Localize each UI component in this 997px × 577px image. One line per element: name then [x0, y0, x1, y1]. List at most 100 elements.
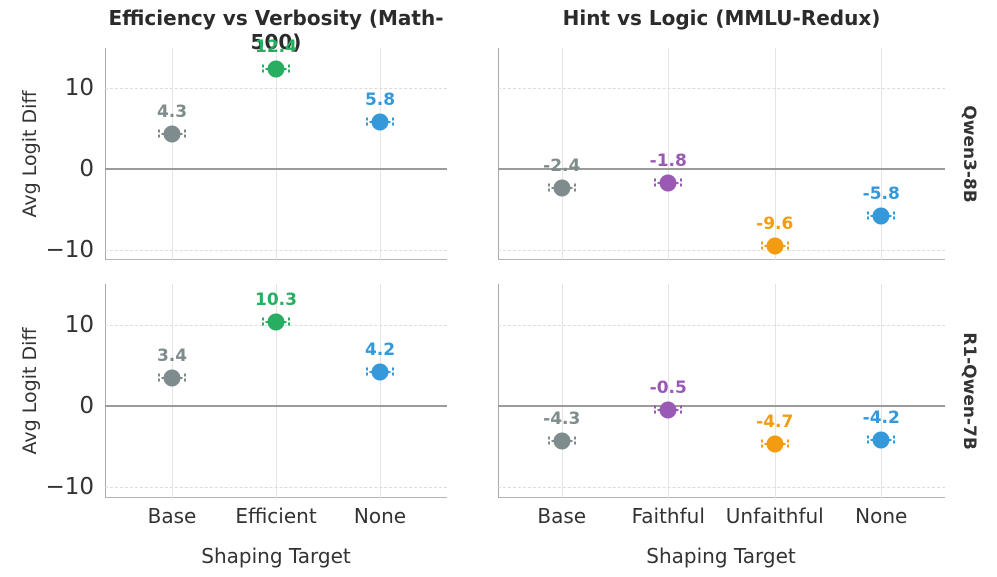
error-bar-cap-left [547, 183, 550, 193]
grid-line-horizontal [498, 88, 945, 90]
data-point-faithful [659, 401, 677, 419]
row-label-qwen3-8b: Qwen3-8B [959, 105, 979, 203]
x-axis-label-right: Shaping Target [646, 544, 796, 568]
data-point-value-label: -1.8 [649, 151, 687, 172]
data-point-none [371, 363, 389, 381]
error-bar-cap-right [573, 436, 576, 446]
data-point-none [872, 207, 890, 225]
error-bar-cap-left [654, 178, 657, 188]
error-bar-cap-right [392, 367, 394, 377]
y-tick-label: 0 [79, 393, 94, 420]
error-bar-dash-left [369, 121, 373, 124]
data-point-faithful [659, 174, 677, 192]
error-bar-cap-left [262, 64, 264, 74]
row-label-r1-qwen-7b: R1-Qwen-7B [959, 332, 979, 450]
x-tick-label-base: Base [537, 504, 587, 528]
grid-line-vertical [668, 284, 670, 498]
zero-line [498, 405, 945, 408]
zero-line [105, 405, 447, 408]
error-bar-dash-left [161, 133, 165, 136]
grid-line-vertical [561, 284, 563, 498]
panel-title-right: Hint vs Logic (MMLU-Redux) [562, 6, 881, 30]
error-bar-cap-right [392, 117, 394, 127]
grid-line-vertical [561, 48, 563, 260]
error-bar-cap-left [366, 367, 368, 377]
error-bar-cap-left [158, 373, 160, 383]
zero-line [105, 167, 447, 170]
error-bar-cap-right [288, 317, 290, 327]
error-bar-dash-left [764, 443, 768, 446]
error-bar-dash-left [265, 321, 269, 324]
error-bar-dash-right [782, 443, 786, 446]
grid-line-vertical [881, 284, 883, 498]
data-point-value-label: -0.5 [649, 378, 687, 399]
grid-line-vertical [276, 284, 277, 498]
error-bar-dash-left [764, 245, 768, 248]
data-point-value-label: 4.2 [364, 339, 396, 360]
error-bar-dash-right [569, 187, 573, 190]
data-point-unfaithful [766, 237, 784, 255]
grid-line-vertical [380, 284, 381, 498]
error-bar-dash-left [870, 439, 874, 442]
data-point-efficient [267, 313, 285, 331]
data-point-none [371, 113, 389, 131]
grid-line-vertical [172, 48, 173, 260]
error-bar-cap-right [786, 241, 789, 251]
error-bar-dash-left [369, 370, 373, 373]
error-bar-cap-left [760, 439, 763, 449]
error-bar-cap-right [184, 373, 186, 383]
error-bar-dash-left [657, 409, 661, 412]
error-bar-cap-right [573, 183, 576, 193]
grid-line-vertical [774, 48, 776, 260]
error-bar-cap-left [654, 405, 657, 415]
error-bar-cap-left [366, 117, 368, 127]
error-bar-cap-left [760, 241, 763, 251]
plot-panel [498, 284, 945, 498]
grid-line-vertical [172, 284, 173, 498]
y-axis-label-top: Avg Logit Diff [19, 90, 41, 218]
data-point-value-label: 5.8 [364, 90, 396, 111]
data-point-base [553, 432, 571, 450]
x-tick-label-efficient: Efficient [235, 504, 317, 528]
error-bar-cap-right [786, 439, 789, 449]
error-bar-dash-right [283, 67, 287, 70]
y-axis-label-bottom: Avg Logit Diff [19, 327, 41, 455]
data-point-efficient [267, 60, 285, 78]
error-bar-dash-right [888, 214, 892, 217]
grid-line-horizontal [498, 487, 945, 489]
x-tick-label-unfaithful: Unfaithful [725, 504, 824, 528]
error-bar-dash-right [283, 321, 287, 324]
error-bar-dash-right [179, 377, 183, 380]
error-bar-dash-left [161, 377, 165, 380]
error-bar-cap-left [158, 129, 160, 139]
data-point-base [163, 369, 181, 387]
data-point-base [163, 125, 181, 143]
grid-line-vertical [380, 48, 381, 260]
data-point-none [872, 431, 890, 449]
error-bar-cap-left [262, 317, 264, 327]
error-bar-dash-right [675, 182, 679, 185]
y-tick-label: 0 [79, 155, 94, 182]
x-tick-label-faithful: Faithful [631, 504, 705, 528]
grid-line-vertical [881, 48, 883, 260]
data-point-base [553, 179, 571, 197]
grid-line-horizontal [498, 249, 945, 251]
error-bar-cap-left [867, 211, 870, 221]
y-tick-label: 10 [64, 75, 94, 102]
data-point-value-label: 12.4 [255, 36, 297, 57]
data-point-value-label: -4.7 [756, 412, 794, 433]
error-bar-dash-right [387, 370, 391, 373]
error-bar-dash-left [657, 182, 661, 185]
error-bar-cap-left [867, 435, 870, 445]
error-bar-cap-right [680, 178, 683, 188]
grid-line-horizontal [105, 487, 447, 489]
data-point-value-label: 3.4 [156, 346, 188, 367]
panel-title-left: Efficiency vs Verbosity (Math-500) [108, 6, 444, 54]
error-bar-cap-left [547, 436, 550, 446]
data-point-value-label: -2.4 [543, 156, 581, 177]
zero-line [498, 167, 945, 170]
x-axis-label-left: Shaping Target [201, 544, 351, 568]
error-bar-dash-right [387, 121, 391, 124]
error-bar-cap-right [893, 211, 896, 221]
